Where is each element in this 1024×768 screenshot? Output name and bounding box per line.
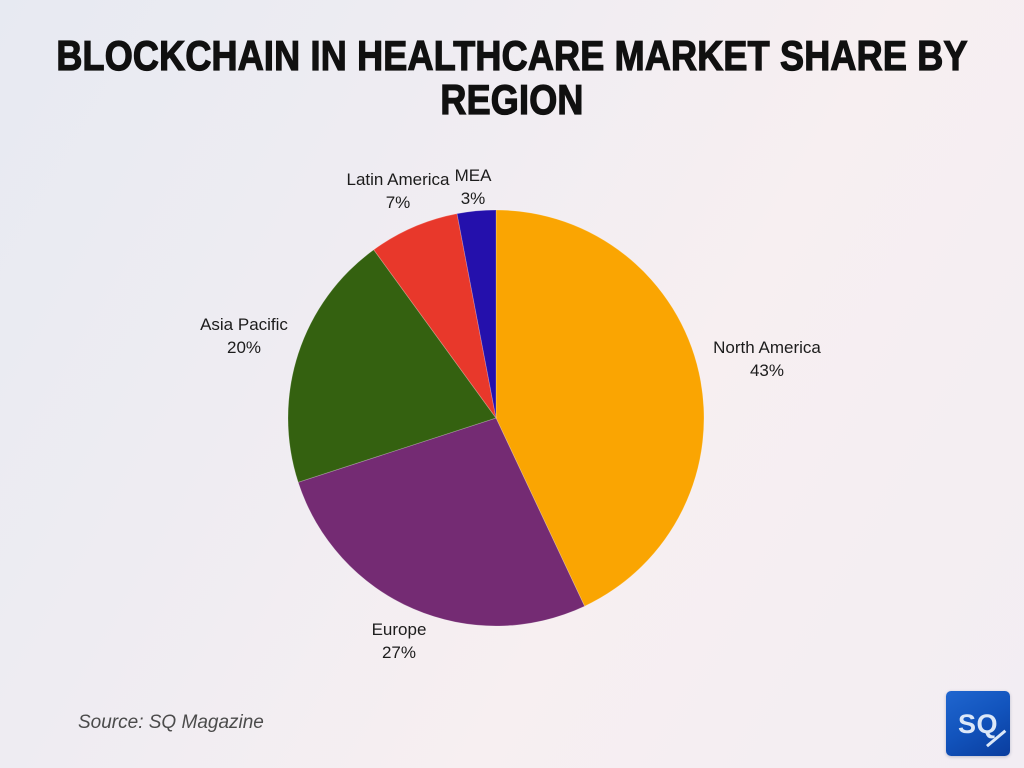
pie-slice-north-america [495, 209, 705, 607]
chart-title: BLOCKCHAIN IN HEALTHCARE MARKET SHARE BY… [0, 33, 1024, 122]
pie-slice-europe [297, 417, 586, 627]
slice-label-name: Europe [371, 620, 427, 639]
slice-label-mea: MEA 3% [455, 165, 492, 210]
slice-label-europe: Europe 27% [372, 619, 427, 664]
chart-title-text: BLOCKCHAIN IN HEALTHCARE MARKET SHARE BY… [56, 31, 968, 124]
slice-label-latin-america: Latin America 7% [347, 169, 450, 214]
slice-label-asia-pacific: Asia Pacific 20% [200, 314, 288, 359]
slice-label-north-america: North America 43% [713, 337, 821, 382]
pie-slices [287, 209, 705, 627]
pie-slice-asia-pacific [287, 249, 497, 483]
slice-label-value: 20% [226, 337, 262, 357]
slice-label-name: Asia Pacific [200, 315, 288, 334]
pie-slice-mea [456, 209, 497, 419]
slice-label-value: 3% [460, 188, 486, 208]
source-credit: Source: SQ Magazine [78, 712, 264, 733]
slice-label-value: 27% [381, 642, 417, 662]
slice-label-name: Latin America [346, 170, 450, 189]
slice-label-name: North America [713, 338, 821, 357]
slice-label-value: 7% [385, 192, 411, 212]
sq-magazine-logo: SQ [946, 691, 1010, 756]
pie-slice-latin-america [373, 213, 497, 419]
logo-text: SQ [957, 709, 998, 739]
slice-label-value: 43% [749, 360, 785, 380]
slice-label-name: MEA [454, 166, 492, 185]
